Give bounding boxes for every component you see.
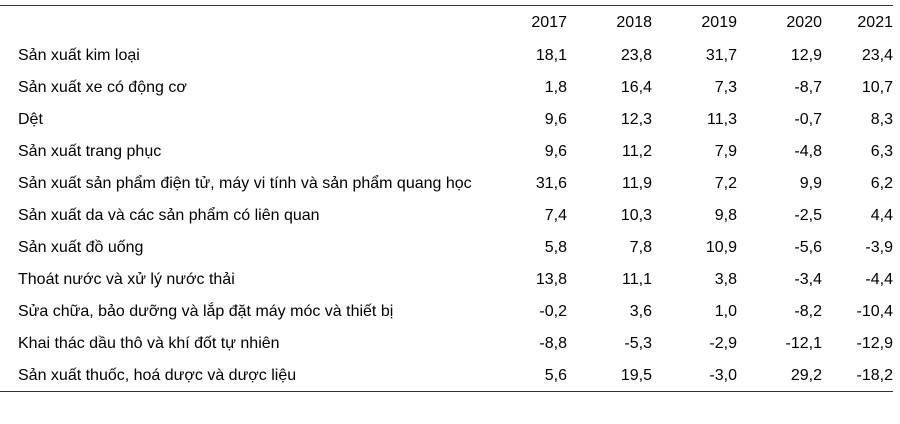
cell-value: 12,9 bbox=[790, 46, 822, 64]
cell-value: 3,8 bbox=[714, 270, 737, 288]
cell-value: 13,8 bbox=[535, 270, 567, 288]
cell-value: -0,2 bbox=[539, 302, 567, 320]
cell-value: 7,8 bbox=[629, 238, 652, 256]
cell-value: -12,1 bbox=[785, 334, 822, 352]
cell-value: 6,3 bbox=[870, 142, 893, 160]
row-label: Sửa chữa, bảo dưỡng và lắp đặt máy móc v… bbox=[18, 302, 394, 320]
table-row: Sản xuất đồ uống 5,8 7,8 10,9 -5,6 -3,9 bbox=[0, 231, 893, 263]
cell-value: -5,6 bbox=[794, 238, 822, 256]
cell-value: 10,9 bbox=[705, 238, 737, 256]
cell-value: 10,7 bbox=[861, 78, 893, 96]
cell-value: -3,9 bbox=[865, 238, 893, 256]
cell-value: 10,3 bbox=[620, 206, 652, 224]
table-row: Sản xuất xe có động cơ 1,8 16,4 7,3 -8,7 10,7 bbox=[0, 71, 893, 103]
cell-value: 19,5 bbox=[620, 366, 652, 384]
cell-value: -8,8 bbox=[539, 334, 567, 352]
cell-value: 7,3 bbox=[714, 78, 737, 96]
row-label: Sản xuất sản phẩm điện tử, máy vi tính v… bbox=[18, 174, 472, 192]
table-row: Dệt 9,6 12,3 11,3 -0,7 8,3 bbox=[0, 103, 893, 135]
cell-value: 31,6 bbox=[535, 174, 567, 192]
cell-value: 9,6 bbox=[544, 110, 567, 128]
cell-value: 4,4 bbox=[870, 206, 893, 224]
cell-value: -18,2 bbox=[856, 366, 893, 384]
cell-value: 8,3 bbox=[870, 110, 893, 128]
data-table: 2017 2018 2019 2020 2021 Sản xuất kim loại 18… bbox=[0, 5, 893, 392]
cell-value: -4,4 bbox=[865, 270, 893, 288]
table-row: Thoát nước và xử lý nước thải 13,8 11,1 3,8… bbox=[0, 263, 893, 295]
row-label: Sản xuất xe có động cơ bbox=[18, 78, 187, 96]
cell-value: -2,9 bbox=[709, 334, 737, 352]
cell-value: 11,1 bbox=[622, 270, 652, 288]
cell-value: 9,8 bbox=[714, 206, 737, 224]
cell-value: 7,4 bbox=[544, 206, 567, 224]
cell-value: -8,7 bbox=[794, 78, 822, 96]
row-label: Sản xuất da và các sản phẩm có liên quan bbox=[18, 206, 320, 224]
cell-value: 7,9 bbox=[714, 142, 737, 160]
cell-value: 5,8 bbox=[544, 238, 567, 256]
cell-value: 23,4 bbox=[861, 46, 893, 64]
table-row: Sản xuất trang phục 9,6 11,2 7,9 -4,8 6,3 bbox=[0, 135, 893, 167]
cell-value: 16,4 bbox=[620, 78, 652, 96]
cell-value: -2,5 bbox=[794, 206, 822, 224]
row-label: Thoát nước và xử lý nước thải bbox=[18, 270, 235, 288]
cell-value: 1,0 bbox=[714, 302, 737, 320]
table-row: Sửa chữa, bảo dưỡng và lắp đặt máy móc v… bbox=[0, 295, 893, 327]
cell-value: 7,2 bbox=[714, 174, 737, 192]
table-row: Sản xuất kim loại 18,1 23,8 31,7 12,9 23,4 bbox=[0, 39, 893, 71]
table-row: Sản xuất sản phẩm điện tử, máy vi tính v… bbox=[0, 167, 893, 199]
year-header: 2018 bbox=[616, 14, 652, 31]
cell-value: 3,6 bbox=[629, 302, 652, 320]
cell-value: 9,6 bbox=[544, 142, 567, 160]
row-label: Sản xuất kim loại bbox=[18, 46, 140, 64]
header-row: 2017 2018 2019 2020 2021 bbox=[0, 6, 893, 40]
year-header: 2021 bbox=[857, 14, 893, 31]
row-label: Sản xuất thuốc, hoá dược và dược liệu bbox=[18, 366, 297, 384]
cell-value: 12,3 bbox=[620, 110, 652, 128]
row-label: Sản xuất trang phục bbox=[18, 142, 162, 160]
table-row: Sản xuất da và các sản phẩm có liên quan… bbox=[0, 199, 893, 231]
cell-value: 11,2 bbox=[622, 142, 652, 160]
cell-value: 9,9 bbox=[799, 174, 822, 192]
cell-value: -10,4 bbox=[856, 302, 893, 320]
cell-value: -0,7 bbox=[794, 110, 822, 128]
cell-value: 18,1 bbox=[535, 46, 567, 64]
row-label: Dệt bbox=[18, 110, 43, 128]
cell-value: -12,9 bbox=[856, 334, 893, 352]
cell-value: -3,0 bbox=[709, 366, 737, 384]
cell-value: 29,2 bbox=[790, 366, 822, 384]
row-label: Sản xuất đồ uống bbox=[18, 238, 144, 256]
cell-value: 23,8 bbox=[620, 46, 652, 64]
row-label: Khai thác dầu thô và khí đốt tự nhiên bbox=[18, 334, 280, 352]
cell-value: -3,4 bbox=[794, 270, 822, 288]
cell-value: -4,8 bbox=[794, 142, 822, 160]
year-header: 2017 bbox=[531, 14, 567, 31]
year-header: 2019 bbox=[701, 14, 737, 31]
table-row: Sản xuất thuốc, hoá dược và dược liệu 5,6… bbox=[0, 359, 893, 392]
cell-value: -8,2 bbox=[794, 302, 822, 320]
cell-value: 31,7 bbox=[705, 46, 737, 64]
cell-value: -5,3 bbox=[624, 334, 652, 352]
page: 2017 2018 2019 2020 2021 Sản xuất kim loại 18… bbox=[0, 5, 900, 424]
table-body: Sản xuất kim loại 18,1 23,8 31,7 12,9 23,4 Sản… bbox=[0, 39, 893, 392]
cell-value: 5,6 bbox=[544, 366, 567, 384]
year-header: 2020 bbox=[786, 14, 822, 31]
cell-value: 11,9 bbox=[622, 174, 652, 192]
cell-value: 1,8 bbox=[544, 78, 567, 96]
cell-value: 11,3 bbox=[707, 110, 737, 128]
table-row: Khai thác dầu thô và khí đốt tự nhiên -8,… bbox=[0, 327, 893, 359]
cell-value: 6,2 bbox=[870, 174, 893, 192]
corner bbox=[0, 6, 482, 40]
